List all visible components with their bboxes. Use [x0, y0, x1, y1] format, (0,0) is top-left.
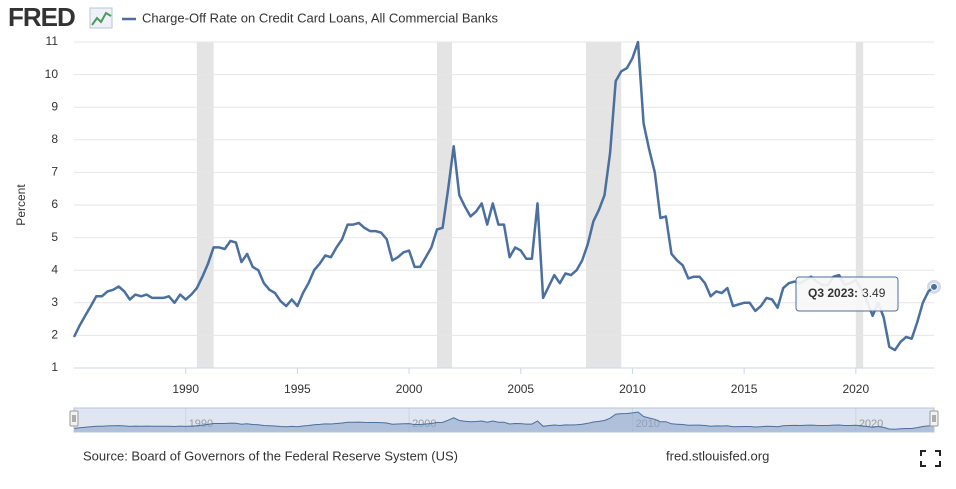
y-tick-label: 10 [45, 67, 59, 81]
y-tick-label: 4 [51, 262, 58, 276]
navigator-area [73, 411, 935, 433]
source: Source: Board of Governors of the Federa… [83, 448, 458, 463]
tooltip-box [795, 276, 899, 312]
tooltip-value: 3.49 [862, 286, 886, 300]
y-tick-label: 9 [51, 99, 58, 113]
fullscreen-button[interactable] [920, 450, 941, 467]
y-tick-label: 8 [51, 132, 58, 146]
x-tick-label: 2010 [619, 382, 646, 396]
navigator-handle[interactable] [69, 410, 79, 427]
y-tick-label: 2 [51, 328, 58, 342]
site: fred.stlouisfed.org [666, 448, 769, 463]
y-tick-label: 7 [51, 165, 58, 179]
data-line [72, 40, 935, 352]
hover-point [930, 282, 938, 291]
logo-icon [89, 7, 113, 29]
y-tick-label: 6 [51, 197, 58, 211]
tooltip-text: Q3 2023: 3.49 [808, 286, 886, 300]
x-tick-label: 2000 [396, 382, 423, 396]
x-tick-label: 2005 [507, 382, 534, 396]
y-tick-label: 5 [51, 230, 58, 244]
logo: FRED [8, 2, 75, 32]
tooltip: Q3 2023: 3.49 [795, 276, 899, 312]
tooltip-date: Q3 2023: [808, 286, 858, 300]
x-tick-label: 1990 [172, 382, 199, 396]
x-tick-label: 2020 [842, 382, 869, 396]
y-tick-label: 11 [46, 34, 59, 48]
y-tick-label: 1 [51, 360, 58, 374]
x-tick-label: 2015 [731, 382, 758, 396]
navigator-handle[interactable] [929, 410, 939, 427]
legend-label: Charge-Off Rate on Credit Card Loans, Al… [142, 10, 498, 25]
x-tick-label: 1995 [284, 382, 311, 396]
y-axis-label: Percent [14, 184, 28, 226]
y-tick-label: 3 [51, 295, 58, 309]
